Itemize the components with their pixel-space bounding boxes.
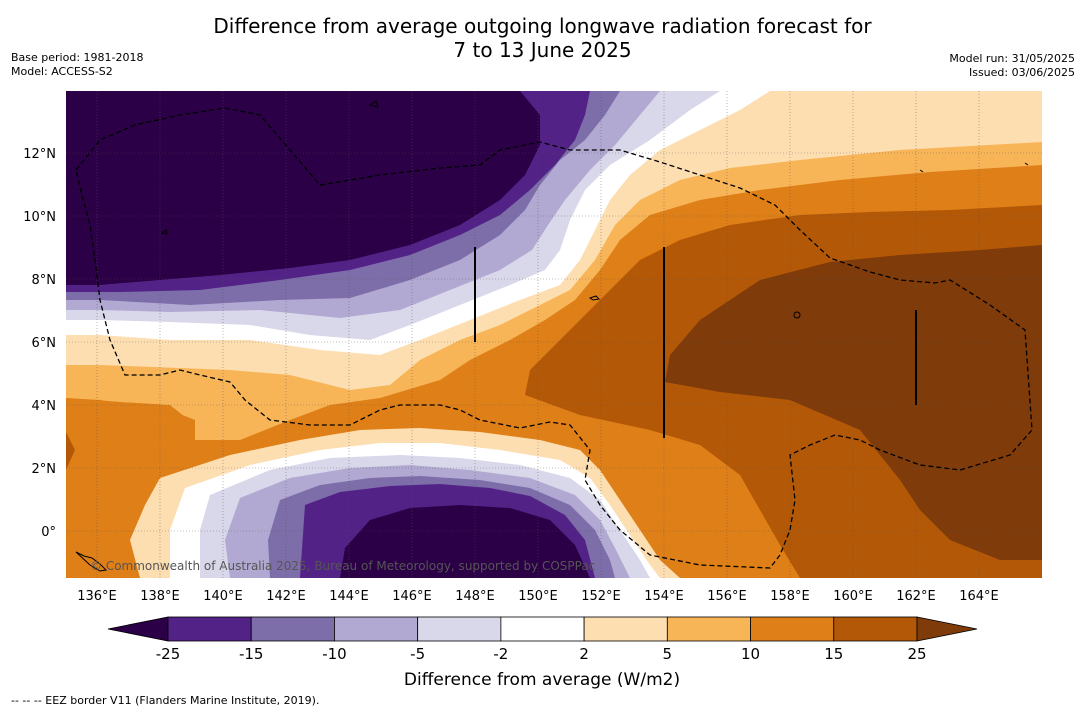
island-outlines (75, 100, 1029, 572)
colorbar-extend-max (916, 616, 978, 642)
lon-label: 154°E (644, 589, 684, 604)
lat-label: 10°N (23, 210, 56, 225)
graticule (66, 91, 1042, 578)
lon-label: 156°E (707, 589, 747, 604)
lat-axis: 12°N 10°N 8°N 6°N 4°N 2°N 0° (23, 147, 56, 540)
colorbar-tick-label: 10 (741, 645, 760, 663)
colorbar-tick-label: 25 (907, 645, 926, 663)
lat-label: 12°N (23, 147, 56, 162)
lon-label: 148°E (455, 589, 495, 604)
lat-label: 2°N (32, 462, 57, 477)
model-name: Model: ACCESS-S2 (11, 65, 113, 78)
lon-label: 150°E (518, 589, 558, 604)
lon-label: 158°E (770, 589, 810, 604)
title-line-2: 7 to 13 June 2025 (453, 38, 632, 62)
chart-title: Difference from average outgoing longwav… (0, 14, 1085, 62)
colorbar-box (833, 616, 918, 642)
lon-label: 140°E (203, 589, 243, 604)
copyright-text: © Commonwealth of Australia 2025, Bureau… (90, 559, 595, 573)
colorbar-title: Difference from average (W/m2) (404, 670, 680, 690)
colorbar-tick-label: 15 (824, 645, 843, 663)
colorbar-box (750, 616, 835, 642)
colorbar-box (417, 616, 502, 642)
lon-label: 160°E (833, 589, 873, 604)
colorbar-extend-min (107, 616, 169, 642)
footer-note: -- -- -- EEZ border V11 (Flanders Marine… (11, 694, 320, 707)
model-run: Model run: 31/05/2025 (949, 52, 1075, 65)
lon-label: 146°E (392, 589, 432, 604)
colorbar-box (500, 616, 585, 642)
meta-left: Base period: 1981-2018 Model: ACCESS-S2 (11, 51, 143, 79)
title-line-1: Difference from average outgoing longwav… (213, 14, 872, 38)
olr-band-lt-25 (66, 91, 540, 285)
olr-band-south-15 (66, 432, 75, 470)
lon-label: 136°E (77, 589, 117, 604)
colorbar-tick-label: 2 (579, 645, 589, 663)
colorbar: -25 -15 -10 -5 -2 2 5 10 15 25 (107, 616, 978, 663)
lon-label: 138°E (140, 589, 180, 604)
colorbar-box (334, 616, 419, 642)
colorbar-box (583, 616, 668, 642)
lon-axis: 136°E 138°E 140°E 142°E 144°E 146°E 148°… (77, 589, 999, 604)
lon-label: 152°E (581, 589, 621, 604)
lon-label: 162°E (896, 589, 936, 604)
lon-label: 142°E (266, 589, 306, 604)
lat-label: 0° (41, 525, 56, 540)
colorbar-tick-label: -2 (493, 645, 508, 663)
meta-right: Model run: 31/05/2025 Issued: 03/06/2025 (949, 52, 1075, 80)
olr-band-south-warm (66, 398, 195, 505)
base-period: Base period: 1981-2018 (11, 51, 144, 64)
colorbar-tick-label: -15 (239, 645, 264, 663)
colorbar-tick-label: 5 (663, 645, 673, 663)
colorbar-box (167, 616, 252, 642)
colorbar-box (666, 616, 751, 642)
colorbar-tick-label: -10 (322, 645, 347, 663)
lat-label: 4°N (32, 399, 57, 414)
eez-border-north (75, 107, 1033, 569)
map-plot-area: © Commonwealth of Australia 2025, Bureau… (66, 91, 1042, 578)
issued-date: Issued: 03/06/2025 (968, 66, 1075, 79)
olr-band-south-lt25 (340, 505, 590, 578)
colorbar-tick-label: -5 (410, 645, 425, 663)
lat-label: 6°N (32, 336, 57, 351)
colorbar-tick-label: -25 (156, 645, 181, 663)
lon-label: 144°E (329, 589, 369, 604)
lat-label: 8°N (32, 273, 57, 288)
lon-label: 164°E (959, 589, 999, 604)
colorbar-box (250, 616, 335, 642)
